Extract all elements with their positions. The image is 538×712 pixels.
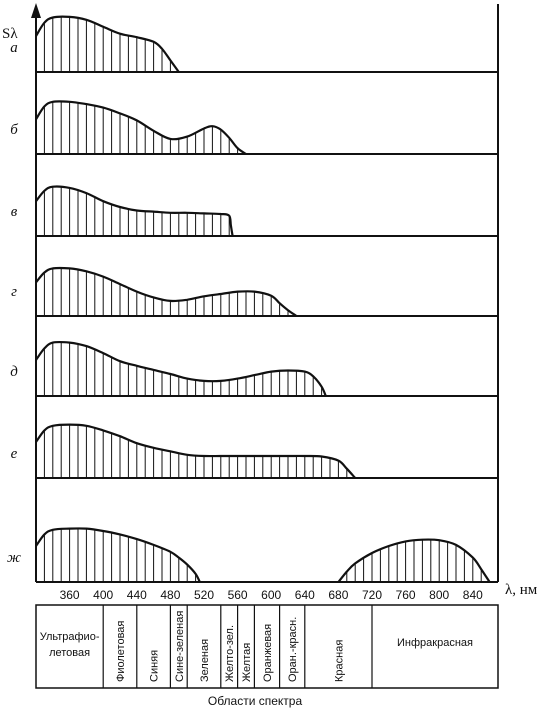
curve-5: д <box>10 340 498 397</box>
spectral-curves: а б в г д е ж <box>7 15 498 583</box>
x-tick-label: 560 <box>228 588 248 602</box>
spectral-regions: Ультрафио-летовая Фиолетовая Синяя Сине-зел… <box>35 604 499 689</box>
x-tick-label: 440 <box>127 588 147 602</box>
panel-label: в <box>11 204 18 220</box>
curve-2: б <box>10 100 498 155</box>
region-label-continued: летовая <box>49 647 90 659</box>
x-tick-label: 480 <box>160 588 180 602</box>
y-axis-label: Sλ <box>2 26 18 42</box>
region-label: Инфракрасная <box>397 637 473 649</box>
region-label: Фиолетовая <box>115 621 127 682</box>
curve-outline <box>35 340 327 397</box>
curve-7: ж <box>7 527 498 583</box>
region-label: Желтая <box>241 643 253 682</box>
y-axis-arrow <box>31 3 41 18</box>
curve-4: г <box>11 266 498 317</box>
region-label: Оранжевая <box>262 624 274 682</box>
x-tick-label: 680 <box>328 588 348 602</box>
curve-outline <box>35 527 201 583</box>
x-tick-label: 760 <box>396 588 416 602</box>
panel-label: б <box>10 122 18 138</box>
curve-6: е <box>11 423 498 479</box>
region-label: Ультрафио- <box>40 631 100 643</box>
region-label: Синяя <box>149 650 161 682</box>
region-label: Оран.-красн. <box>287 617 299 682</box>
curve-outline <box>35 15 180 73</box>
region-label: Зеленая <box>199 639 211 682</box>
panel-label: д <box>10 364 18 380</box>
x-tick-label: 520 <box>194 588 214 602</box>
curve-outline <box>35 185 234 237</box>
region-label: Сине-зеленая <box>174 611 186 682</box>
x-tick-label: 720 <box>362 588 382 602</box>
panel-label: г <box>11 284 17 300</box>
x-axis-label: λ, нм <box>505 582 538 598</box>
curve-8 <box>337 538 491 583</box>
x-tick-label: 640 <box>295 588 315 602</box>
x-tick-label: 400 <box>93 588 113 602</box>
panel-label: е <box>11 446 18 462</box>
panel-label: а <box>10 40 18 56</box>
curve-outline <box>35 100 247 155</box>
regions-caption: Области спектра <box>208 694 303 708</box>
regions-frame <box>35 604 499 689</box>
curve-3: в <box>11 185 498 237</box>
x-tick-label: 800 <box>429 588 449 602</box>
x-tick-label: 360 <box>60 588 80 602</box>
x-axis-ticks: 360 400 440 480 520 560 600 640 680 720 760 800 840 <box>60 588 484 602</box>
region-label: Желто-зел. <box>224 625 236 682</box>
x-tick-label: 600 <box>261 588 281 602</box>
curve-outline <box>337 538 491 583</box>
panel-label: ж <box>7 550 21 566</box>
region-label: Красная <box>333 640 345 682</box>
curve-outline <box>35 266 298 317</box>
x-tick-label: 840 <box>463 588 483 602</box>
curve-1: а <box>10 15 498 73</box>
